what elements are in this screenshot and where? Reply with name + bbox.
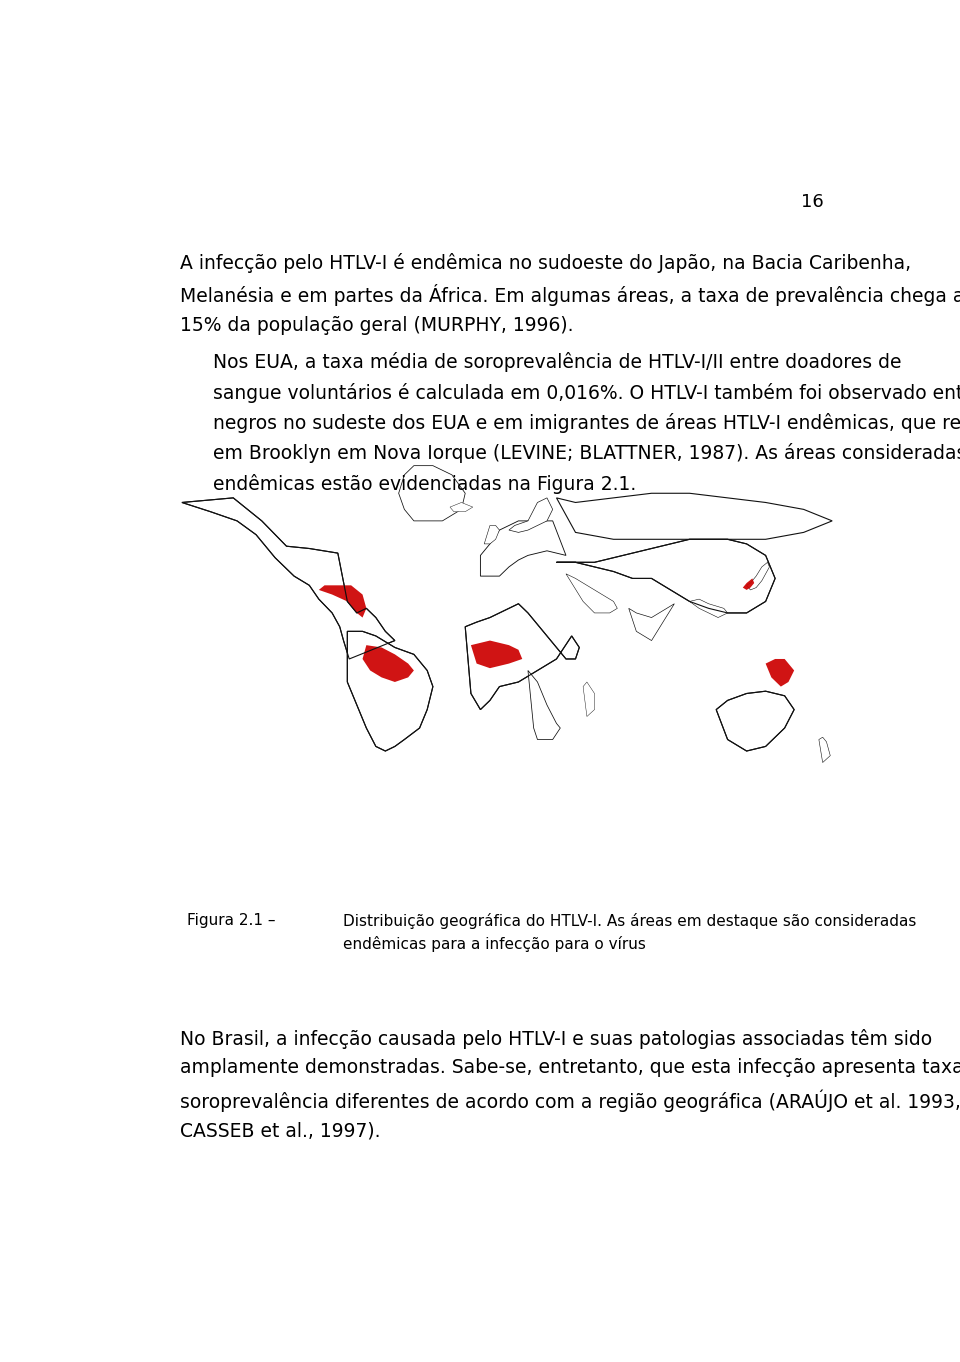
Text: Nos EUA, a taxa média de soroprevalência de HTLV-I/II entre doadores de
sangue v: Nos EUA, a taxa média de soroprevalência… — [213, 353, 960, 494]
Polygon shape — [484, 526, 499, 543]
Polygon shape — [398, 466, 466, 520]
Polygon shape — [747, 563, 769, 590]
Polygon shape — [583, 682, 594, 716]
Polygon shape — [629, 603, 674, 640]
Polygon shape — [348, 632, 433, 750]
Text: 16: 16 — [801, 193, 824, 211]
Polygon shape — [566, 573, 617, 613]
Polygon shape — [557, 493, 832, 539]
Polygon shape — [480, 520, 566, 576]
Polygon shape — [716, 691, 794, 750]
Polygon shape — [766, 659, 794, 686]
Polygon shape — [528, 670, 561, 740]
Polygon shape — [471, 640, 522, 669]
Text: No Brasil, a infecção causada pelo HTLV-I e suas patologias associadas têm sido
: No Brasil, a infecção causada pelo HTLV-… — [180, 1028, 960, 1141]
Text: Figura 2.1 –: Figura 2.1 – — [187, 914, 276, 929]
Polygon shape — [450, 503, 473, 512]
Polygon shape — [509, 498, 553, 533]
Text: Distribuição geográfica do HTLV-I. As áreas em destaque são consideradas
endêmic: Distribuição geográfica do HTLV-I. As ár… — [344, 914, 917, 952]
Polygon shape — [689, 599, 728, 617]
Polygon shape — [819, 737, 830, 763]
Polygon shape — [743, 579, 755, 590]
Polygon shape — [557, 539, 775, 613]
Polygon shape — [363, 646, 414, 682]
Polygon shape — [181, 498, 395, 659]
Text: A infecção pelo HTLV-I é endêmica no sudoeste do Japão, na Bacia Caribenha,
Mela: A infecção pelo HTLV-I é endêmica no sud… — [180, 252, 960, 335]
Polygon shape — [466, 603, 579, 710]
Polygon shape — [319, 586, 367, 617]
